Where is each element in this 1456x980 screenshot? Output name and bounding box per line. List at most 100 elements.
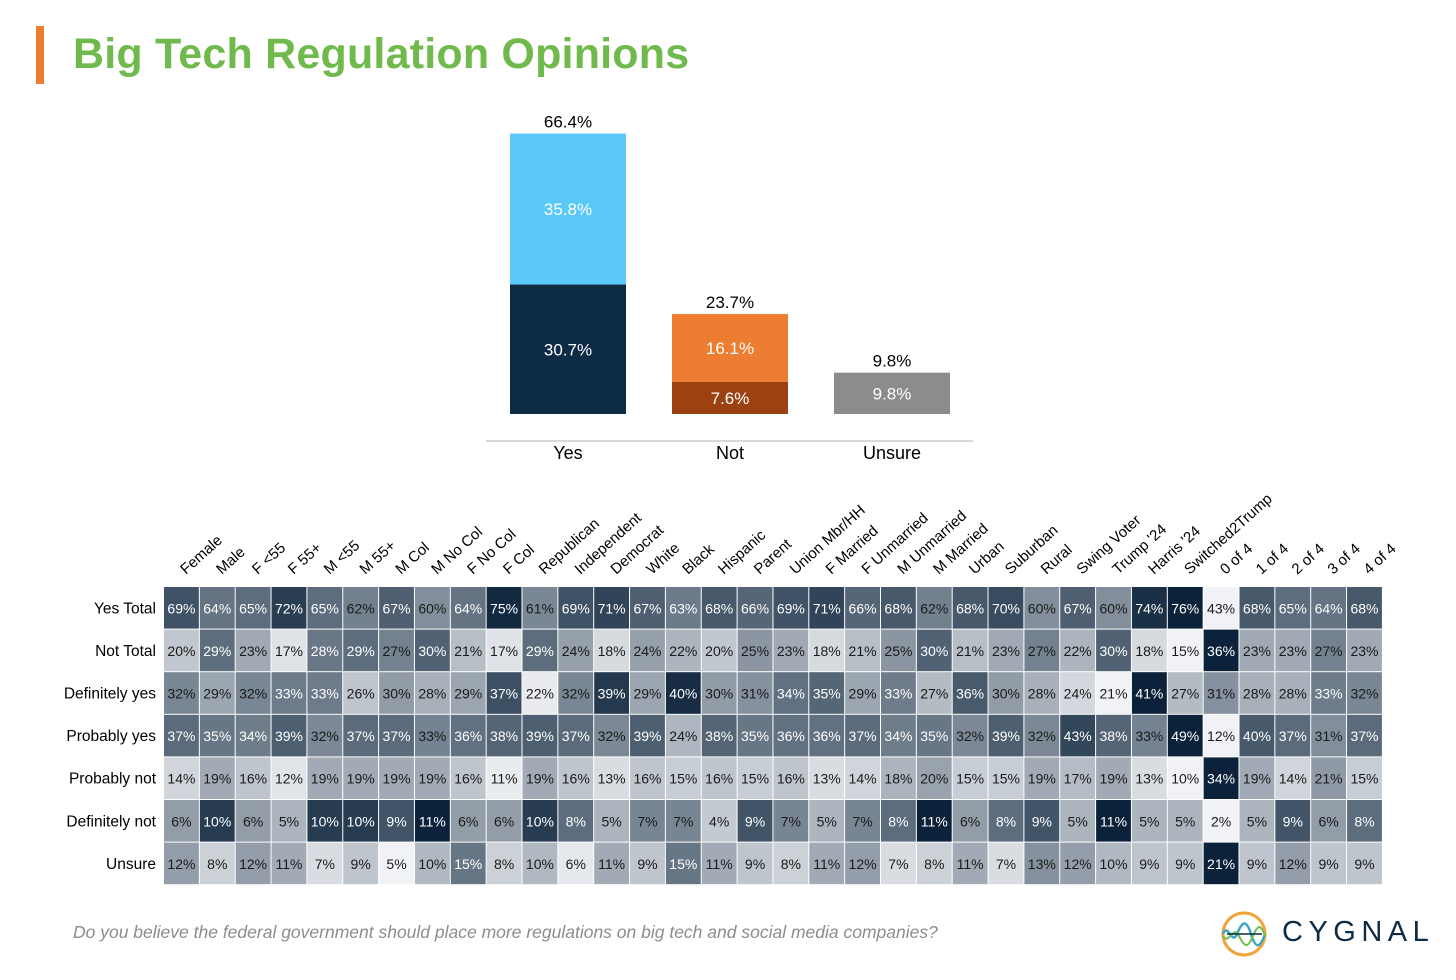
heatmap-cell-value: 13% bbox=[813, 771, 841, 787]
heatmap-cell-value: 15% bbox=[1350, 771, 1378, 787]
heatmap-cell-value: 71% bbox=[598, 600, 626, 616]
heatmap-cell bbox=[845, 842, 880, 885]
heatmap-cell-value: 9% bbox=[1283, 813, 1303, 829]
heatmap-cell bbox=[379, 714, 414, 757]
heatmap-cell bbox=[199, 629, 235, 672]
heatmap-cell bbox=[952, 587, 988, 629]
heatmap-cell bbox=[773, 714, 809, 757]
heatmap-cell bbox=[1096, 629, 1131, 672]
heatmap-cell bbox=[1131, 587, 1167, 629]
heatmap-cell bbox=[414, 757, 450, 799]
heatmap-cell bbox=[952, 757, 988, 799]
heatmap-cell-value: 35% bbox=[813, 686, 841, 702]
heatmap-cell bbox=[988, 714, 1024, 757]
heatmap-cell-value: 30% bbox=[418, 643, 446, 659]
heatmap-cell bbox=[307, 842, 343, 885]
cygnal-wave-icon bbox=[1221, 911, 1267, 957]
heatmap-cell-value: 62% bbox=[347, 600, 375, 616]
heatmap-cell bbox=[307, 800, 343, 842]
heatmap-cell bbox=[486, 757, 522, 799]
heatmap-cell bbox=[164, 714, 199, 757]
heatmap-cell bbox=[414, 800, 450, 842]
heatmap-cell-value: 33% bbox=[418, 728, 446, 744]
heatmap-cell-value: 5% bbox=[279, 813, 299, 829]
heatmap-cell bbox=[486, 629, 522, 672]
heatmap-cell bbox=[952, 672, 988, 714]
heatmap-cell-value: 19% bbox=[383, 771, 411, 787]
heatmap-cell bbox=[1203, 842, 1239, 885]
heatmap-cell-value: 36% bbox=[777, 728, 805, 744]
heatmap-cell bbox=[414, 842, 450, 885]
heatmap-cell bbox=[1060, 842, 1096, 885]
heatmap-cell-value: 60% bbox=[418, 600, 446, 616]
heatmap-cell-value: 5% bbox=[1068, 813, 1088, 829]
stacked-bar-chart: 30.7% 35.8% 66.4% Yes 7.6% 16.1% 23.7% Not 9.8% 9… bbox=[486, 113, 973, 463]
bar-segment-bottom bbox=[510, 284, 626, 414]
heatmap-cell-value: 68% bbox=[956, 600, 984, 616]
heatmap-cell-value: 36% bbox=[813, 728, 841, 744]
heatmap-cell bbox=[1311, 757, 1347, 799]
heatmap-cell-value: 8% bbox=[207, 856, 227, 872]
heatmap-cell bbox=[522, 800, 558, 842]
heatmap-cell-value: 36% bbox=[956, 686, 984, 702]
heatmap-cell-value: 10% bbox=[1100, 856, 1128, 872]
heatmap-cell-value: 36% bbox=[1207, 643, 1235, 659]
heatmap-cell bbox=[1239, 629, 1275, 672]
heatmap-cell-value: 9% bbox=[1032, 813, 1052, 829]
heatmap-cell bbox=[522, 842, 558, 885]
heatmap-cell-value: 25% bbox=[741, 643, 769, 659]
heatmap-cell-value: 8% bbox=[566, 813, 586, 829]
heatmap-cell-value: 41% bbox=[1135, 686, 1163, 702]
heatmap-cell-value: 63% bbox=[669, 600, 697, 616]
heatmap-cell bbox=[1060, 629, 1096, 672]
heatmap-cell bbox=[1239, 587, 1275, 629]
heatmap-cell bbox=[988, 757, 1024, 799]
heatmap-cell bbox=[665, 714, 701, 757]
heatmap-cell bbox=[1024, 757, 1060, 799]
heatmap-cell bbox=[1239, 714, 1275, 757]
heatmap-cell-value: 10% bbox=[347, 813, 375, 829]
heatmap-cell-value: 67% bbox=[1064, 600, 1092, 616]
heatmap-cell-value: 21% bbox=[454, 643, 482, 659]
heatmap-cell-value: 7% bbox=[315, 856, 335, 872]
heatmap-cell-value: 19% bbox=[1100, 771, 1128, 787]
heatmap-cell bbox=[558, 672, 594, 714]
heatmap-row-label: Unsure bbox=[106, 856, 156, 873]
heatmap-cell-value: 28% bbox=[1243, 686, 1271, 702]
heatmap-cell-value: 9% bbox=[351, 856, 371, 872]
heatmap-cell-value: 18% bbox=[813, 643, 841, 659]
heatmap-cell bbox=[701, 757, 737, 799]
bar-segment-label: 30.7% bbox=[544, 340, 592, 359]
heatmap-cell-value: 76% bbox=[1171, 600, 1199, 616]
heatmap-cell-value: 23% bbox=[1350, 643, 1378, 659]
heatmap-cell-value: 65% bbox=[239, 600, 267, 616]
heatmap-cell bbox=[916, 672, 952, 714]
heatmap-cell-value: 29% bbox=[633, 686, 661, 702]
heatmap-cell-value: 17% bbox=[1064, 771, 1092, 787]
heatmap-cell bbox=[1203, 629, 1239, 672]
heatmap-cell-value: 7% bbox=[888, 856, 908, 872]
heatmap-cell bbox=[379, 587, 414, 629]
heatmap-cell-value: 10% bbox=[526, 813, 554, 829]
heatmap-cell bbox=[1131, 714, 1167, 757]
heatmap-cell-value: 9% bbox=[745, 856, 765, 872]
heatmap-cell bbox=[701, 714, 737, 757]
bar-segment-label: 9.8% bbox=[873, 384, 912, 403]
heatmap-cell bbox=[916, 587, 952, 629]
heatmap-cell bbox=[379, 800, 414, 842]
heatmap-cell bbox=[881, 842, 916, 885]
heatmap-cell-value: 14% bbox=[1279, 771, 1307, 787]
heatmap-cell-value: 20% bbox=[167, 643, 195, 659]
heatmap-cell-value: 69% bbox=[562, 600, 590, 616]
heatmap-cell-value: 16% bbox=[454, 771, 482, 787]
heatmap-cell bbox=[271, 842, 307, 885]
heatmap-cell bbox=[235, 757, 271, 799]
bar-segment-label: 16.1% bbox=[706, 339, 754, 358]
heatmap-cell-value: 65% bbox=[311, 600, 339, 616]
heatmap-cell bbox=[916, 757, 952, 799]
heatmap-cell-value: 37% bbox=[167, 728, 195, 744]
heatmap-cell-value: 12% bbox=[1064, 856, 1092, 872]
heatmap-cell bbox=[665, 629, 701, 672]
heatmap-cell bbox=[450, 842, 486, 885]
heatmap-cell bbox=[594, 757, 630, 799]
